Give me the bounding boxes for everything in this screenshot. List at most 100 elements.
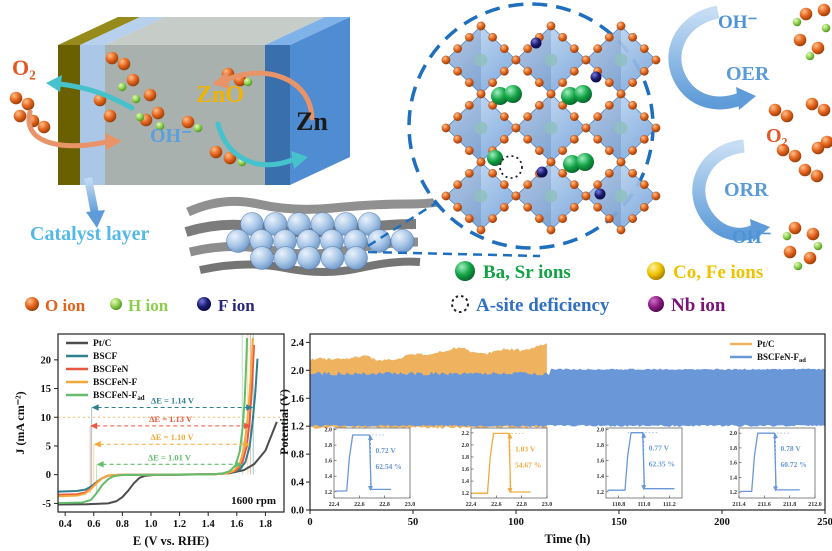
inset-y-tick: 1.2 <box>325 490 333 496</box>
inset-y-tick: 1.4 <box>325 474 333 480</box>
o-ion-sphere <box>628 78 638 88</box>
o-ion-sphere <box>780 109 794 123</box>
h-ion-sphere <box>782 231 792 241</box>
inset-y-tick: 1.6 <box>597 459 605 465</box>
zoom-cone-line <box>367 194 448 248</box>
o2-label: O₂ <box>12 55 36 80</box>
catalyst-sphere <box>344 246 368 270</box>
x-tick-label: 1.0 <box>144 519 157 530</box>
o-ion-sphere <box>534 100 544 110</box>
x-tick-label: 250 <box>817 517 832 528</box>
o-ion-sphere <box>569 66 579 76</box>
inset-x-tick: 211.6 <box>758 502 771 508</box>
y-tick-label: 20 <box>41 355 52 366</box>
y-tick-label: 2.4 <box>291 338 305 349</box>
nb-ion-label: Nb ion <box>671 295 726 316</box>
o-ion-sphere <box>593 180 603 190</box>
o-ion-sphere <box>628 168 638 178</box>
o-ion-sphere <box>476 89 486 99</box>
inset-efficiency-label: 54.67 % <box>515 460 541 469</box>
inset-y-tick: 1.2 <box>597 490 605 496</box>
o-ion-sphere <box>453 112 463 122</box>
o-ion-sphere <box>604 214 614 224</box>
o-ion-sphere <box>117 57 131 71</box>
o-ion-sphere <box>453 66 463 76</box>
o-ion-sphere <box>569 134 579 144</box>
plot-frame <box>309 333 826 511</box>
y-axis-label: Potential (V) <box>280 389 291 455</box>
inset-x-tick: 22.8 <box>516 502 527 508</box>
plot-frame <box>57 333 285 513</box>
x-tick-label: 0 <box>307 517 312 528</box>
o-ion-sphere <box>820 135 832 149</box>
inset-x-tick: 211.4 <box>732 502 745 508</box>
h-ion-sphere <box>813 241 823 251</box>
o-ion-sphere <box>558 146 568 156</box>
inset-y-tick: 1.6 <box>325 459 333 465</box>
o-ion-sphere <box>13 109 27 123</box>
o-ion-sphere <box>499 180 509 190</box>
co-fe-icon <box>647 262 665 280</box>
y-tick-label: 1.2 <box>291 422 304 433</box>
inset-y-tick: 1.2 <box>462 491 470 497</box>
o-ion-sphere <box>817 3 831 17</box>
inset-cycle-4: 1.2 1.4 1.6 1.8 2.0 211.4 211.6 211.8 212.0 0.78 … <box>730 427 822 508</box>
o-ion-sphere <box>464 100 474 110</box>
o-ion-sphere <box>604 78 614 88</box>
x-tick-label: 0.8 <box>116 519 129 530</box>
inset-x-tick: 23.0 <box>542 502 553 508</box>
inset-y-tick: 1.4 <box>730 475 738 481</box>
o-ion-sphere <box>499 134 509 144</box>
inset-gap-label: 0.77 V <box>649 444 670 453</box>
y-tick-label: 0.8 <box>291 450 304 461</box>
lsv-plot-area: ΔE = 1.14 V ΔE = 1.13 V ΔE = 1.10 V ΔE = 1.… <box>13 333 285 548</box>
o-ion-sphere <box>126 73 140 87</box>
inset-x-tick: 23.0 <box>405 502 416 508</box>
o-ion-sphere <box>604 146 614 156</box>
ba-sr-icon <box>455 261 475 281</box>
o-ion-sphere <box>793 33 807 47</box>
o-ion-sphere <box>523 44 533 54</box>
inset-cycle-1: 1.2 1.4 1.6 1.8 2.0 22.4 22.6 22.8 23.0 0.72 V 62.… <box>325 427 416 508</box>
catalyst-layer-front <box>80 45 105 185</box>
inset-x-tick: 22.4 <box>466 502 477 508</box>
inset-y-tick: 1.6 <box>462 467 470 473</box>
inset-x-tick: 212.0 <box>808 502 822 508</box>
f-ion-label: F ion <box>218 296 255 315</box>
air-electrode-top <box>58 17 140 45</box>
arrow-right-icon <box>243 441 251 448</box>
o-ion-sphere <box>181 115 195 129</box>
legend-label: BSCFeN-Fad <box>93 391 145 402</box>
b-site-ion <box>544 189 558 203</box>
inset-x-tick: 22.4 <box>329 502 340 508</box>
o-ion-sphere <box>558 32 568 42</box>
f-ion-sphere <box>536 166 548 178</box>
h-ion-sphere <box>243 77 253 87</box>
catalyst-sphere <box>390 229 415 253</box>
electrolyte-top <box>105 17 325 45</box>
h-ion-sphere <box>135 112 145 122</box>
catalyst-fiber-mat <box>184 191 465 276</box>
inset-y-tick: 1.4 <box>597 474 605 480</box>
inset-gap-label: 0.72 V <box>375 446 396 455</box>
stability-chart-svg: 0 50 100 150 200 250 0.0 0.4 0.8 1.2 1.6 2.0 2.4 Time… <box>277 333 832 546</box>
o-ion-sphere <box>581 55 591 65</box>
rpm-annotation: 1600 rpm <box>231 495 276 507</box>
o-ion-sphere <box>464 146 474 156</box>
h-ion-label: H ion <box>128 296 169 315</box>
inset-y-tick: 1.8 <box>597 443 605 449</box>
o-ion-sphere <box>811 41 825 55</box>
x-axis-label: Time (h) <box>545 532 591 546</box>
legend-label: BSCFeN <box>93 365 129 375</box>
inset-x-tick: 211.8 <box>783 502 796 508</box>
y-tick-label: 0.0 <box>291 506 304 517</box>
f-ion-sphere <box>530 37 542 49</box>
o-ion-sphere <box>464 214 474 224</box>
inset-x-tick: 22.6 <box>354 502 365 508</box>
o-ion-sphere <box>523 112 533 122</box>
o-ion-sphere <box>806 227 820 241</box>
o-ion-sphere <box>21 97 35 111</box>
o-ion-sphere <box>639 180 649 190</box>
o-ion-sphere <box>593 134 603 144</box>
arrow-right-icon <box>235 461 243 468</box>
